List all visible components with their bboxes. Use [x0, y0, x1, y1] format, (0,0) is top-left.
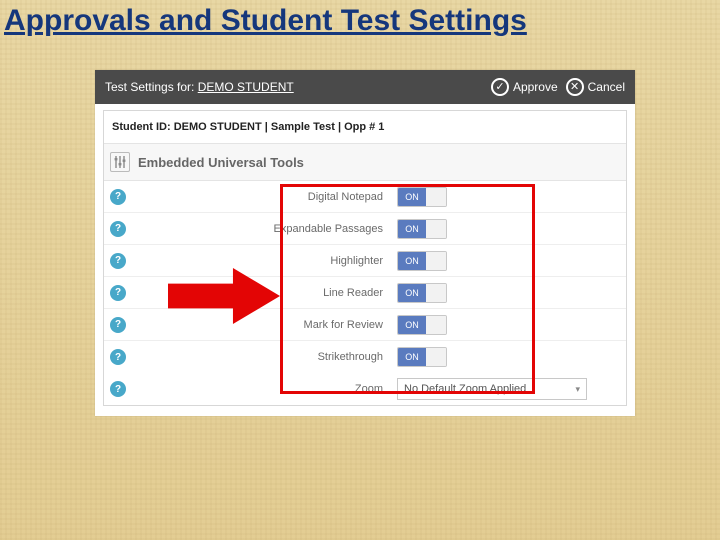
header-prefix: Test Settings for: [105, 80, 194, 94]
setting-toggle[interactable]: ON [397, 315, 447, 335]
toggle-state: ON [398, 316, 426, 334]
approve-button[interactable]: ✓ Approve [491, 78, 558, 96]
setting-label: Expandable Passages [132, 223, 397, 235]
help-icon[interactable]: ? [110, 349, 126, 365]
setting-toggle[interactable]: ON [397, 219, 447, 239]
setting-label: Highlighter [132, 255, 397, 267]
check-icon: ✓ [491, 78, 509, 96]
approve-label: Approve [513, 80, 558, 94]
settings-panel: Test Settings for: DEMO STUDENT ✓ Approv… [95, 70, 635, 416]
help-icon[interactable]: ? [110, 189, 126, 205]
help-icon[interactable]: ? [110, 253, 126, 269]
toggle-state: ON [398, 220, 426, 238]
toggle-state: ON [398, 188, 426, 206]
panel-body: Student ID: DEMO STUDENT | Sample Test |… [103, 110, 627, 406]
setting-label: Mark for Review [132, 319, 397, 331]
header-student-name: DEMO STUDENT [198, 80, 294, 94]
sliders-icon [110, 152, 130, 172]
close-icon: ✕ [566, 78, 584, 96]
toggle-knob [426, 316, 446, 334]
setting-row: ? HighlighterON [104, 245, 626, 277]
chevron-down-icon: ▾ [575, 384, 580, 395]
toggle-state: ON [398, 284, 426, 302]
toggle-knob [426, 348, 446, 366]
toggle-state: ON [398, 348, 426, 366]
toggle-state: ON [398, 252, 426, 270]
panel-header: Test Settings for: DEMO STUDENT ✓ Approv… [95, 70, 635, 104]
zoom-select[interactable]: No Default Zoom Applied ▾ [397, 378, 587, 400]
setting-toggle[interactable]: ON [397, 283, 447, 303]
toggle-knob [426, 220, 446, 238]
setting-label: Strikethrough [132, 351, 397, 363]
toggle-knob [426, 188, 446, 206]
help-icon[interactable]: ? [110, 317, 126, 333]
toggle-knob [426, 284, 446, 302]
setting-row: ? Expandable PassagesON [104, 213, 626, 245]
help-icon[interactable]: ? [110, 381, 126, 397]
help-icon[interactable]: ? [110, 221, 126, 237]
zoom-row: ? Zoom No Default Zoom Applied ▾ [104, 373, 626, 405]
setting-label: Line Reader [132, 287, 397, 299]
cancel-button[interactable]: ✕ Cancel [566, 78, 625, 96]
toggle-knob [426, 252, 446, 270]
help-icon[interactable]: ? [110, 285, 126, 301]
setting-toggle[interactable]: ON [397, 251, 447, 271]
setting-row: ? Mark for ReviewON [104, 309, 626, 341]
student-info-line: Student ID: DEMO STUDENT | Sample Test |… [104, 111, 626, 144]
setting-row: ? Line ReaderON [104, 277, 626, 309]
setting-toggle[interactable]: ON [397, 347, 447, 367]
setting-label: Digital Notepad [132, 191, 397, 203]
slide-title: Approvals and Student Test Settings [0, 0, 720, 46]
zoom-label: Zoom [132, 383, 397, 395]
setting-toggle[interactable]: ON [397, 187, 447, 207]
header-title: Test Settings for: DEMO STUDENT [105, 80, 294, 94]
section-title: Embedded Universal Tools [138, 155, 304, 170]
zoom-value: No Default Zoom Applied [404, 383, 526, 395]
setting-row: ? Digital NotepadON [104, 181, 626, 213]
setting-row: ? StrikethroughON [104, 341, 626, 373]
cancel-label: Cancel [588, 80, 625, 94]
section-header: Embedded Universal Tools [104, 144, 626, 181]
